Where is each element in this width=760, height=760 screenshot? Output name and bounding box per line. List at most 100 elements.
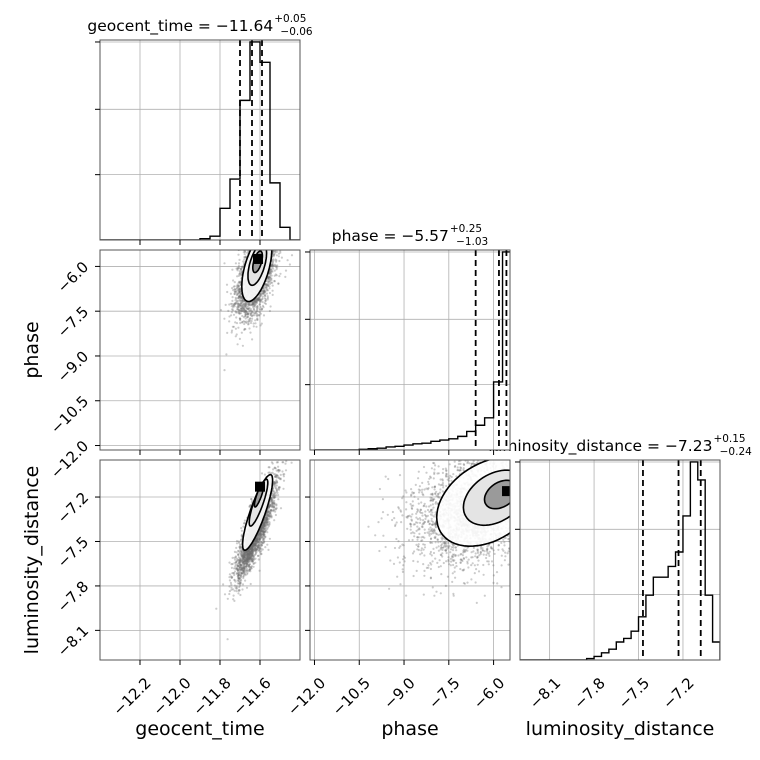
scatter-point [257, 246, 259, 248]
scatter-point [251, 558, 254, 561]
scatter-point [272, 258, 275, 261]
scatter-point [265, 518, 268, 521]
scatter-point [255, 550, 258, 553]
scatter-point [258, 531, 261, 534]
scatter-point [280, 256, 283, 259]
scatter-point [243, 567, 246, 570]
scatter-point [237, 576, 240, 579]
scatter-point [252, 248, 254, 250]
scatter-point [248, 557, 252, 560]
scatter-point [233, 550, 236, 554]
scatter-point [243, 560, 246, 563]
scatter-point [236, 308, 239, 311]
scatter-point [240, 295, 243, 298]
scatter-point [277, 494, 280, 497]
scatter-point [267, 283, 270, 286]
scatter-point [238, 288, 241, 291]
scatter-point [232, 313, 236, 316]
scatter-point [239, 576, 242, 579]
scatter-point [232, 279, 235, 282]
scatter-point [262, 537, 265, 540]
scatter-point [254, 552, 258, 555]
scatter-point [248, 563, 251, 566]
scatter-point [266, 515, 269, 518]
scatter-point [243, 557, 246, 560]
scatter-point [264, 523, 267, 526]
scatter-point [242, 260, 245, 263]
scatter-point [258, 247, 260, 249]
scatter-point [286, 259, 289, 262]
scatter-point [290, 461, 293, 464]
scatter-point [237, 577, 240, 581]
scatter-point [249, 568, 252, 571]
scatter-point [266, 248, 268, 250]
scatter-point [247, 307, 250, 311]
scatter-point [265, 521, 268, 524]
scatter-point [249, 548, 253, 551]
scatter-point [270, 277, 273, 280]
scatter-point [252, 548, 255, 552]
scatter-point [270, 516, 273, 519]
scatter-point [231, 572, 234, 575]
scatter-point [242, 555, 245, 558]
scatter-point [250, 309, 253, 313]
scatter-point [274, 251, 277, 254]
scatter-point [253, 299, 256, 302]
scatter-point [257, 541, 260, 544]
scatter-point [262, 243, 264, 245]
scatter-point [260, 292, 263, 295]
scatter-point [271, 281, 274, 284]
scatter-point [222, 583, 225, 586]
scatter-point [237, 573, 240, 576]
scatter-point [260, 534, 263, 537]
scatter-point [253, 558, 256, 561]
scatter-point [233, 290, 236, 293]
scatter-point [248, 552, 252, 555]
scatter-point [273, 504, 276, 507]
scatter-point [244, 553, 247, 556]
scatter-point [263, 521, 266, 525]
scatter-point [265, 516, 268, 519]
scatter-point [270, 270, 273, 273]
scatter-point [242, 575, 245, 578]
scatter-point [247, 553, 250, 556]
scatter-point [251, 244, 253, 246]
scatter-point [265, 247, 267, 249]
scatter-point [246, 553, 249, 556]
scatter-point [239, 580, 242, 583]
scatter-point [239, 321, 242, 325]
scatter-point [240, 553, 243, 556]
scatter-point [233, 561, 236, 564]
scatter-point [237, 308, 240, 311]
scatter-point [236, 562, 239, 566]
scatter-point [259, 543, 262, 546]
scatter-point [241, 344, 244, 347]
scatter-point [240, 296, 243, 299]
scatter-point [280, 240, 282, 242]
scatter-point [249, 243, 251, 245]
scatter-point [238, 568, 241, 571]
scatter-point [251, 552, 254, 555]
scatter-point [277, 468, 280, 472]
scatter-point [271, 498, 274, 501]
scatter-point [245, 311, 248, 315]
scatter-point [241, 551, 244, 554]
scatter-point [266, 241, 268, 243]
scatter-point [251, 544, 254, 547]
scatter-point [245, 302, 248, 305]
scatter-point [246, 307, 249, 310]
scatter-point [265, 518, 268, 521]
scatter-point [262, 244, 264, 246]
scatter-point [239, 304, 242, 308]
scatter-point [252, 558, 255, 561]
scatter-point [273, 519, 276, 522]
scatter-point [270, 240, 272, 242]
scatter-point [268, 505, 271, 508]
scatter-point [241, 554, 245, 557]
scatter-point [263, 288, 266, 291]
scatter-point [238, 577, 241, 580]
scatter-point [245, 563, 249, 566]
scatter-point [267, 466, 270, 469]
scatter-point [242, 552, 245, 555]
scatter-point [273, 496, 276, 499]
